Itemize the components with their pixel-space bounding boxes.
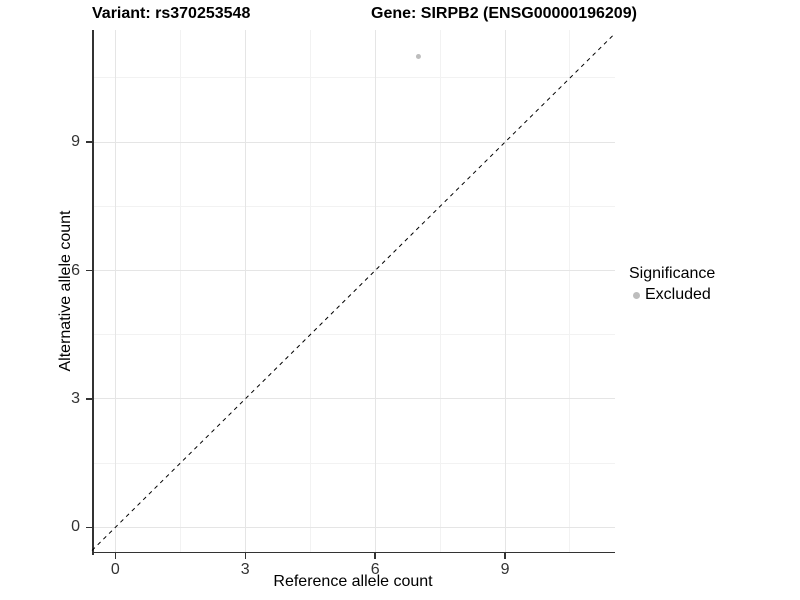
x-axis-line <box>92 551 615 553</box>
x-major-gridline <box>504 30 506 553</box>
x-tick-label: 3 <box>240 561 250 578</box>
x-tick-mark <box>374 553 376 559</box>
x-tick-mark <box>504 553 506 559</box>
x-minor-gridline <box>569 30 571 553</box>
y-tick-mark <box>86 141 92 143</box>
x-tick-label: 0 <box>110 561 120 578</box>
x-minor-gridline <box>309 30 311 553</box>
y-tick-mark <box>86 269 92 272</box>
legend-point-icon <box>633 291 640 299</box>
legend-item-label: Excluded <box>645 286 711 303</box>
plot-title-variant: Variant: rs370253548 <box>92 5 251 22</box>
x-minor-gridline <box>179 30 181 553</box>
y-tick-label: 9 <box>71 133 80 151</box>
y-major-gridline <box>92 526 615 528</box>
y-tick-label: 6 <box>71 261 80 279</box>
y-major-gridline <box>92 141 615 143</box>
y-major-gridline <box>92 270 615 272</box>
y-axis-title: Alternative allele count <box>57 210 74 372</box>
y-minor-gridline <box>92 462 615 464</box>
x-tick-mark <box>244 553 246 559</box>
plot-canvas <box>91 33 616 551</box>
y-minor-gridline <box>92 205 615 207</box>
plot-panel: 0 3 6 9 0 3 6 9 <box>71 30 616 578</box>
y-tick-label: 3 <box>71 389 80 407</box>
x-major-gridline <box>244 30 246 553</box>
x-major-gridline <box>374 30 376 553</box>
x-tick-label: 6 <box>370 561 380 578</box>
y-major-gridline <box>92 398 615 400</box>
plot-title-gene: Gene: SIRPB2 (ENSG00000196209) <box>371 5 637 22</box>
x-axis-title: Reference allele count <box>273 573 433 590</box>
x-tick-mark <box>114 553 117 559</box>
y-minor-gridline <box>92 334 615 336</box>
identity-dashed-line <box>91 33 616 551</box>
legend-item-excluded: Excluded <box>633 286 715 304</box>
y-axis-line <box>92 30 94 555</box>
legend-title: Significance <box>629 265 716 282</box>
y-tick-mark <box>86 526 92 529</box>
y-tick-mark <box>86 398 92 400</box>
x-minor-gridline <box>439 30 441 553</box>
x-tick-label: 9 <box>500 561 510 578</box>
y-minor-gridline <box>92 77 615 79</box>
legend: Significance Excluded <box>629 265 715 304</box>
x-major-gridline <box>114 30 116 553</box>
y-tick-label: 0 <box>71 518 80 536</box>
data-point <box>415 54 421 60</box>
